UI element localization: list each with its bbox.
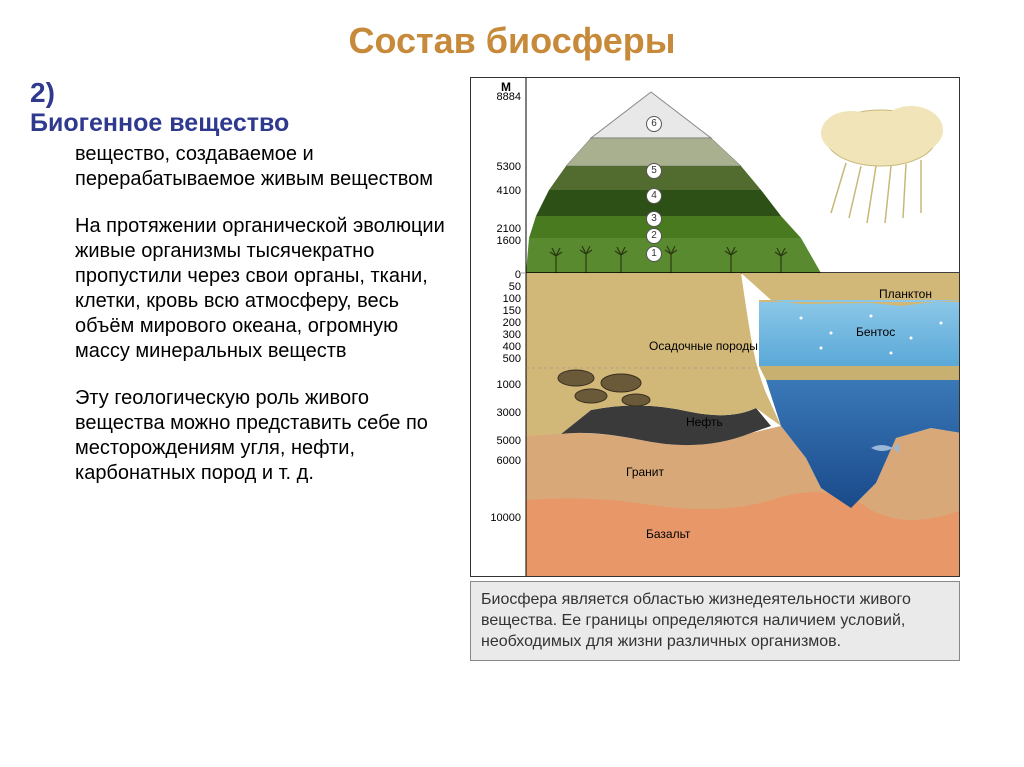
paragraph-1: На протяжении органической эволюции живы… <box>75 214 450 364</box>
tick-above: 2100 <box>475 224 521 235</box>
definition-text: вещество, создаваемое и перерабатываемое… <box>75 142 450 192</box>
tick-deep: 5000 <box>473 436 521 447</box>
tick-above: 5300 <box>475 162 521 173</box>
label-granite: Гранит <box>626 466 664 478</box>
diagram-column: M 888453004100210016000 5010015020030040… <box>470 77 970 661</box>
tick-shallow: 400 <box>475 342 521 353</box>
label-plankton: Планктон <box>879 288 932 300</box>
biosphere-diagram: M 888453004100210016000 5010015020030040… <box>470 77 960 577</box>
list-number: 2) <box>30 77 75 109</box>
zone-marker: 3 <box>646 211 662 227</box>
label-sediment: Осадочные породы <box>649 340 758 352</box>
tick-shallow: 500 <box>475 354 521 365</box>
slide-title: Состав биосферы <box>0 0 1024 77</box>
tick-above: 0 <box>475 270 521 281</box>
tick-above: 8884 <box>475 92 521 103</box>
zone-marker: 5 <box>646 163 662 179</box>
tick-above: 4100 <box>475 186 521 197</box>
tick-shallow: 300 <box>475 330 521 341</box>
label-basalt: Базальт <box>646 528 690 540</box>
tick-deep: 6000 <box>473 456 521 467</box>
label-benthos: Бентос <box>856 326 895 338</box>
tick-shallow: 200 <box>475 318 521 329</box>
tick-above: 1600 <box>475 236 521 247</box>
diagram-caption: Биосфера является областью жизнедеятельн… <box>470 581 960 661</box>
label-oil: Нефть <box>686 416 723 428</box>
tick-shallow: 150 <box>475 306 521 317</box>
zone-marker: 4 <box>646 188 662 204</box>
subtitle: Биогенное вещество <box>30 109 405 138</box>
tick-deep: 10000 <box>473 513 521 524</box>
paragraph-2: Эту геологическую роль живого вещества м… <box>75 386 450 486</box>
tick-deep: 3000 <box>473 408 521 419</box>
zone-marker: 6 <box>646 116 662 132</box>
tick-deep: 1000 <box>473 380 521 391</box>
text-column: 2) Биогенное вещество вещество, создавае… <box>30 77 470 661</box>
content-row: 2) Биогенное вещество вещество, создавае… <box>0 77 1024 661</box>
zone-marker: 2 <box>646 228 662 244</box>
tick-shallow: 100 <box>475 294 521 305</box>
zone-marker: 1 <box>646 246 662 262</box>
tick-shallow: 50 <box>475 282 521 293</box>
